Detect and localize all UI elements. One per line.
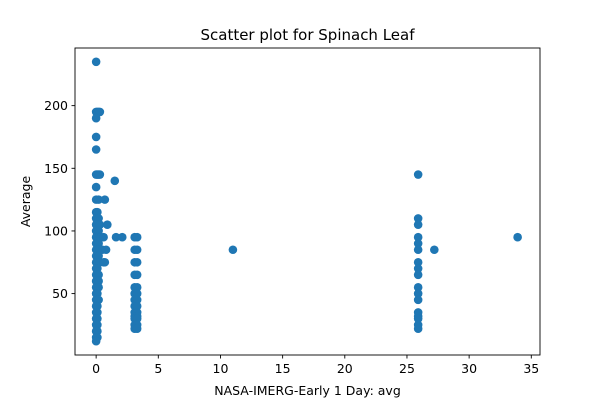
plot-frame <box>74 47 541 356</box>
data-point <box>413 232 423 242</box>
y-tick-label: 100 <box>44 223 68 238</box>
data-point <box>430 245 439 255</box>
data-points <box>91 57 522 346</box>
y-axis-label: Average <box>18 176 33 228</box>
data-point <box>132 232 142 242</box>
data-point <box>413 289 423 298</box>
x-tick-label: 30 <box>461 361 477 376</box>
x-tick-label: 5 <box>154 361 162 376</box>
data-point <box>100 195 110 204</box>
data-point <box>99 232 108 242</box>
data-point <box>132 257 142 267</box>
data-point <box>413 314 423 323</box>
data-point <box>413 245 423 255</box>
data-point <box>110 176 120 186</box>
data-point <box>91 132 101 142</box>
data-point <box>228 245 238 255</box>
data-point <box>95 107 105 117</box>
data-point <box>91 113 101 123</box>
y-tick-label: 50 <box>52 286 68 301</box>
x-tick-label: 0 <box>92 361 100 376</box>
plot-area <box>75 48 540 355</box>
data-point <box>94 195 103 204</box>
data-point <box>91 182 101 192</box>
data-point <box>95 170 105 179</box>
data-point <box>413 295 423 305</box>
data-point <box>413 214 423 223</box>
chart-title: Scatter plot for Spinach Leaf <box>200 26 415 44</box>
data-point <box>91 336 101 346</box>
data-point <box>513 232 522 242</box>
x-tick-label: 25 <box>399 361 415 376</box>
x-axis: 0 5 10 15 20 25 30 35 <box>92 355 539 376</box>
data-point <box>103 220 112 229</box>
x-tick-label: 15 <box>275 361 291 376</box>
data-point <box>111 232 121 242</box>
data-point <box>413 257 423 267</box>
data-point <box>132 324 142 333</box>
y-tick-label: 200 <box>44 98 68 113</box>
data-point <box>101 245 111 255</box>
x-tick-label: 10 <box>213 361 229 376</box>
y-tick-label: 150 <box>44 161 68 176</box>
x-tick-label: 35 <box>523 361 539 376</box>
x-tick-label: 20 <box>337 361 353 376</box>
data-point <box>413 324 423 333</box>
data-point <box>413 239 423 248</box>
y-axis: 50 100 150 200 <box>44 98 75 301</box>
data-point <box>413 264 423 273</box>
x-axis-label: NASA-IMERG-Early 1 Day: avg <box>214 383 401 398</box>
data-point <box>132 270 142 280</box>
data-point <box>91 145 101 154</box>
data-point <box>100 257 110 267</box>
data-point <box>117 232 127 242</box>
data-point <box>413 220 423 229</box>
data-point <box>413 283 423 292</box>
data-point <box>413 170 423 179</box>
data-point <box>413 270 423 280</box>
data-point <box>132 245 142 255</box>
data-point <box>91 57 101 67</box>
